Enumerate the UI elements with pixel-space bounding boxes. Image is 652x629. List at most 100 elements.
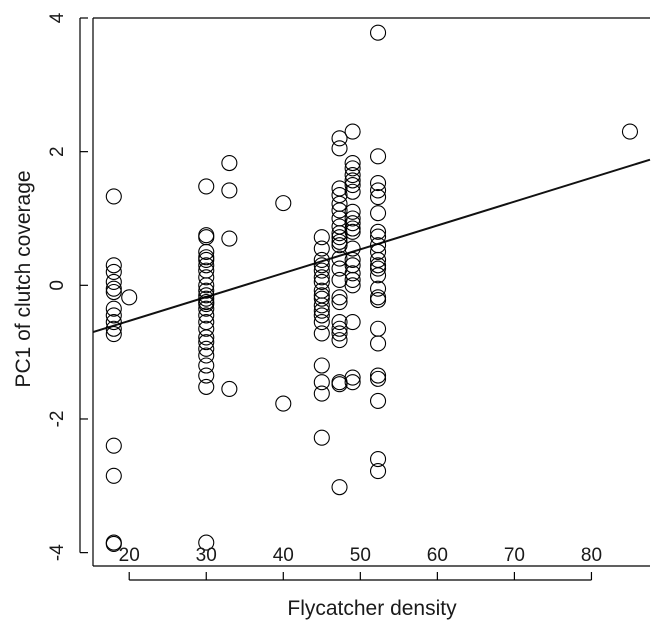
data-point (313, 229, 330, 246)
data-point (198, 277, 215, 294)
data-point (344, 265, 361, 282)
data-point (313, 269, 330, 286)
data-point (331, 140, 348, 157)
y-axis: -4 -2 0 2 4 (47, 12, 88, 561)
data-point (198, 251, 215, 268)
data-point (313, 314, 330, 331)
data-point (221, 182, 238, 199)
data-point (313, 297, 330, 314)
data-point (369, 175, 387, 192)
data-point (369, 451, 387, 468)
data-point (198, 287, 215, 304)
data-point (313, 429, 330, 446)
data-point (313, 325, 330, 342)
data-point (313, 385, 330, 402)
data-point (369, 260, 387, 277)
data-point (198, 378, 215, 395)
data-point (198, 314, 215, 331)
data-point (344, 271, 361, 289)
data-point (331, 237, 348, 254)
data-point (344, 160, 361, 177)
data-point (331, 233, 348, 250)
plot-frame (92, 17, 650, 567)
data-point (221, 154, 238, 172)
data-point (344, 251, 361, 268)
data-point (105, 280, 122, 297)
regression-line-layer (92, 158, 651, 334)
data-point (198, 357, 215, 374)
data-point (369, 335, 387, 352)
data-point (369, 223, 387, 240)
data-point (198, 534, 215, 551)
data-point (331, 195, 348, 212)
data-point (369, 280, 387, 297)
data-point (344, 277, 361, 294)
data-point (331, 479, 348, 496)
data-point (105, 300, 122, 317)
data-point (369, 320, 387, 337)
data-point (369, 205, 387, 222)
data-point (105, 307, 122, 324)
data-point (198, 307, 215, 324)
data-point (198, 367, 215, 384)
x-tick-label: 60 (427, 545, 448, 566)
data-points (105, 24, 639, 552)
data-point (369, 243, 387, 260)
data-point (121, 289, 138, 306)
data-point (369, 24, 387, 41)
x-tick-label: 70 (504, 545, 525, 566)
y-tick-label: 4 (47, 12, 68, 23)
data-point (344, 154, 361, 172)
data-point (369, 367, 387, 384)
data-point (344, 223, 361, 240)
data-point (198, 340, 215, 357)
data-point (369, 257, 387, 274)
data-point (369, 463, 387, 480)
x-axis: 20 30 40 50 60 70 80 (119, 545, 602, 581)
data-point (369, 370, 387, 387)
data-point (344, 240, 361, 257)
data-point (313, 257, 330, 274)
data-point (105, 283, 122, 301)
data-point (344, 183, 361, 200)
data-point (344, 374, 361, 391)
data-point (621, 123, 639, 140)
data-point (275, 195, 292, 212)
data-point (331, 293, 348, 311)
data-point (369, 392, 387, 409)
x-tick-label: 50 (350, 545, 371, 566)
data-point (198, 257, 215, 274)
data-point (198, 334, 215, 351)
data-point (198, 243, 215, 260)
y-tick-label: -4 (47, 544, 68, 561)
data-point (344, 210, 361, 227)
data-point (344, 177, 361, 194)
regression-line (92, 158, 651, 334)
data-point (105, 263, 122, 281)
x-axis-title: Flycatcher density (287, 597, 457, 620)
x-tick-label: 80 (581, 545, 602, 566)
data-point (344, 314, 361, 331)
data-point (198, 269, 215, 286)
data-point (331, 376, 348, 393)
data-point (369, 267, 387, 284)
y-tick-label: 2 (47, 146, 68, 157)
data-point (344, 172, 361, 189)
data-point (221, 230, 238, 247)
x-tick-label: 40 (273, 545, 294, 566)
x-tick-label: 20 (119, 545, 140, 566)
data-point (344, 203, 361, 220)
data-point (313, 357, 330, 374)
data-point (331, 325, 348, 342)
data-point (105, 437, 122, 454)
data-point (331, 320, 348, 337)
x-tick-label: 30 (196, 545, 217, 566)
data-point (331, 187, 348, 204)
data-point (313, 251, 330, 268)
data-point (198, 320, 215, 337)
data-point (344, 123, 361, 140)
data-point (313, 374, 330, 391)
data-point (221, 380, 238, 397)
data-point (344, 369, 361, 386)
data-point (105, 535, 122, 552)
